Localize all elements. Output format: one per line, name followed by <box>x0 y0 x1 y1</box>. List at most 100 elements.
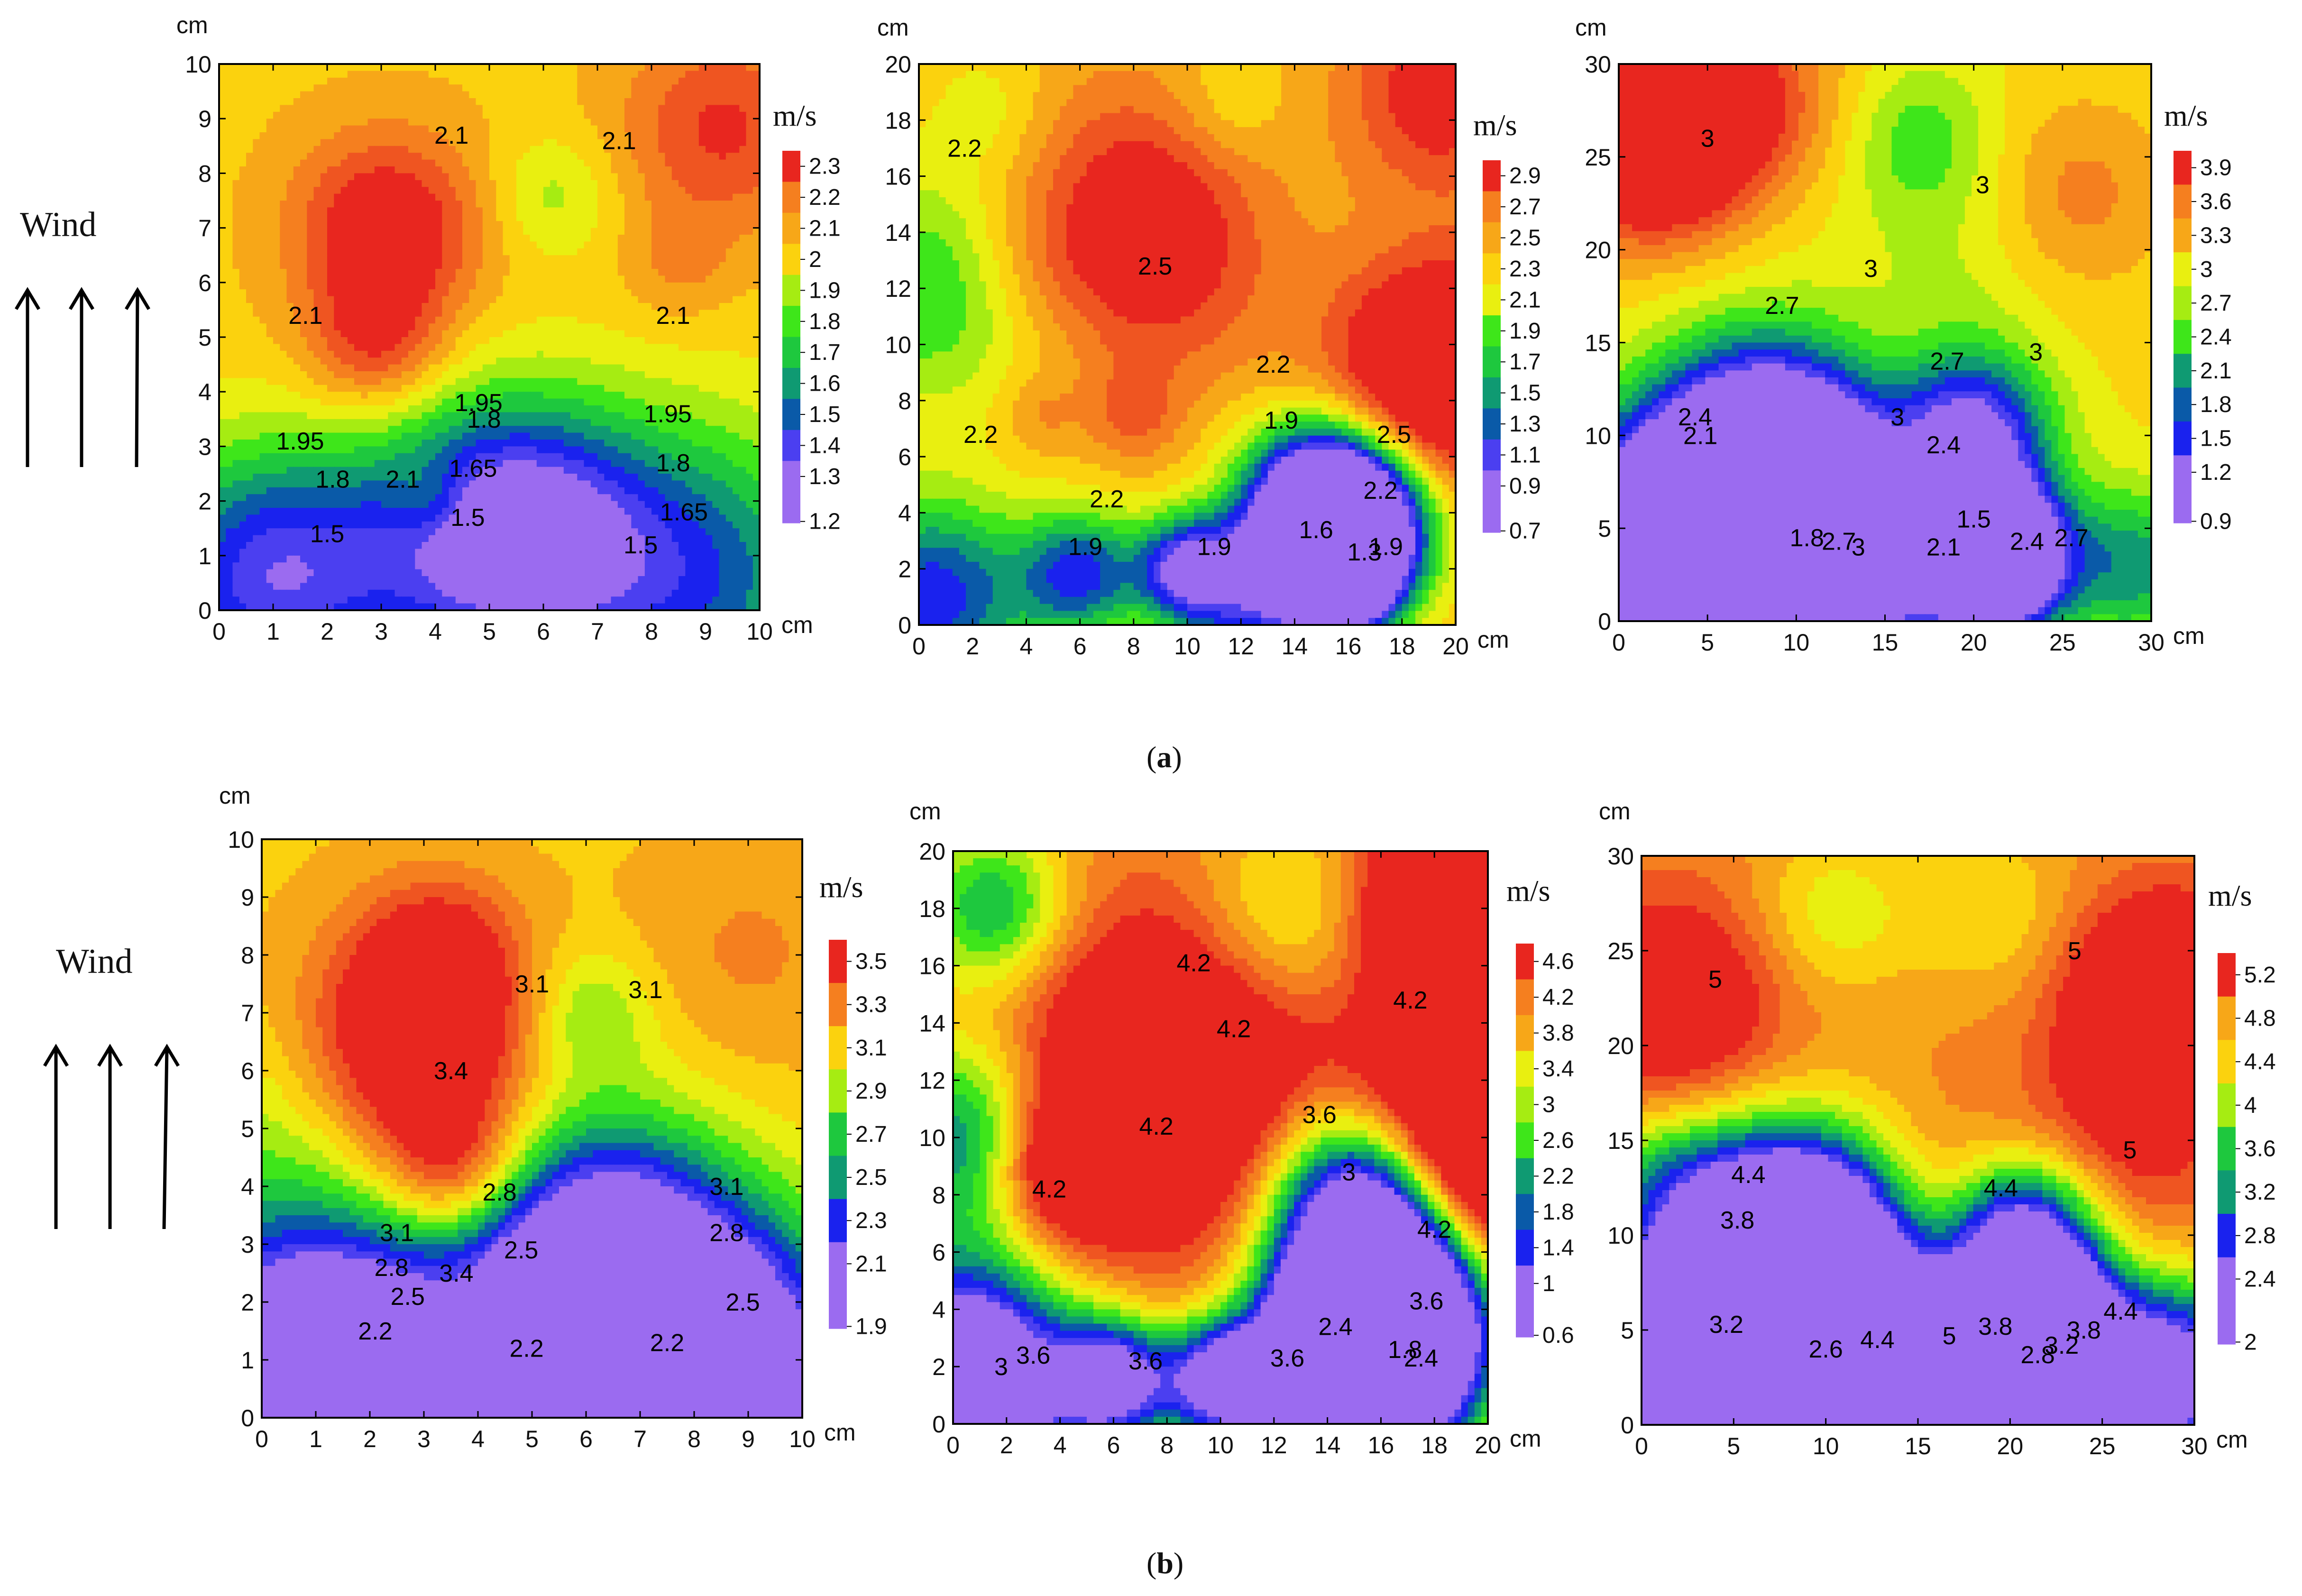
contour-cell <box>300 371 308 379</box>
contour-cell <box>280 350 287 358</box>
contour-cell <box>394 125 402 133</box>
contour-cell <box>617 480 625 488</box>
contour-cell <box>611 426 618 433</box>
contour-cell <box>746 228 753 235</box>
contour-cell <box>698 323 706 331</box>
contour-cell <box>752 105 760 112</box>
contour-cell <box>266 405 274 413</box>
contour-cell <box>246 358 254 365</box>
contour-cell <box>232 125 240 133</box>
contour-cell <box>725 262 733 269</box>
contour-cell <box>752 119 760 126</box>
contour-cell <box>509 139 517 147</box>
contour-cell <box>638 358 645 365</box>
contour-cell <box>347 71 355 78</box>
contour-cell <box>543 111 551 119</box>
contour-cell <box>422 146 429 154</box>
contour-cell <box>307 173 314 181</box>
contour-cell <box>449 350 456 358</box>
contour-cell <box>496 385 504 393</box>
contour-cell <box>692 119 699 126</box>
contour-cell <box>334 64 341 72</box>
contour-cell <box>347 350 355 358</box>
contour-cell <box>340 84 348 92</box>
contour-cell <box>509 269 517 276</box>
contour-cell <box>259 98 267 106</box>
contour-cell <box>388 241 395 249</box>
contour-cell <box>401 323 409 331</box>
contour-cell <box>280 98 287 106</box>
contour-cell <box>246 248 254 256</box>
contour-cell <box>327 262 335 269</box>
contour-cell <box>428 296 436 303</box>
contour-cell <box>489 323 497 331</box>
contour-cell <box>388 193 395 201</box>
contour-cell <box>658 262 666 269</box>
contour-cell <box>435 77 443 85</box>
contour-cell <box>307 139 314 147</box>
contour-cell <box>273 159 281 167</box>
contour-cell <box>449 221 456 229</box>
contour-cell <box>563 405 571 413</box>
contour-cell <box>435 221 443 229</box>
contour-cell <box>401 282 409 290</box>
contour-cell <box>253 91 260 99</box>
contour-cell <box>401 71 409 78</box>
contour-cell <box>503 255 510 263</box>
contour-cell <box>563 432 571 440</box>
contour-cell <box>394 337 402 345</box>
contour-cell <box>523 474 531 481</box>
contour-cell <box>239 132 247 140</box>
contour-cell <box>665 241 672 249</box>
contour-cell <box>509 460 517 468</box>
contour-cell <box>624 262 632 269</box>
contour-cell <box>280 432 287 440</box>
contour-cell <box>651 453 659 461</box>
contour-cell <box>415 378 422 385</box>
contour-cell <box>698 221 706 229</box>
contour-cell <box>401 385 409 393</box>
contour-cell <box>509 275 517 283</box>
contour-cell <box>313 221 321 229</box>
contour-cell <box>388 111 395 119</box>
contour-cell <box>476 77 483 85</box>
contour-cell <box>557 282 564 290</box>
contour-cell <box>401 153 409 160</box>
contour-cell <box>543 392 551 399</box>
contour-cell <box>334 241 341 249</box>
contour-cell <box>685 480 693 488</box>
contour-cell <box>671 269 679 276</box>
contour-cell <box>739 228 747 235</box>
contour-cell <box>435 119 443 126</box>
contour-cell <box>401 432 409 440</box>
contour-cell <box>604 119 612 126</box>
contour-cell <box>679 111 686 119</box>
contour-cell <box>361 125 368 133</box>
contour-cell <box>476 262 483 269</box>
contour-cell <box>442 358 449 365</box>
contour-cell <box>550 371 558 379</box>
contour-cell <box>469 201 477 208</box>
contour-cell <box>374 446 382 454</box>
contour-cell <box>401 166 409 174</box>
contour-cell <box>644 330 652 338</box>
contour-cell <box>219 330 227 338</box>
contour-cell <box>259 241 267 249</box>
contour-cell <box>692 139 699 147</box>
contour-cell <box>334 228 341 235</box>
contour-cell <box>712 350 720 358</box>
contour-cell <box>381 214 389 222</box>
contour-cell <box>557 132 564 140</box>
contour-cell <box>590 480 598 488</box>
contour-cell <box>354 337 362 345</box>
contour-cell <box>300 467 308 474</box>
contour-cell <box>530 453 537 461</box>
contour-cell <box>253 262 260 269</box>
contour-cell <box>334 460 341 468</box>
contour-cell <box>300 193 308 201</box>
contour-cell <box>658 358 666 365</box>
contour-cell <box>712 330 720 338</box>
contour-cell <box>733 166 740 174</box>
contour-cell <box>577 453 585 461</box>
contour-cell <box>597 207 605 215</box>
